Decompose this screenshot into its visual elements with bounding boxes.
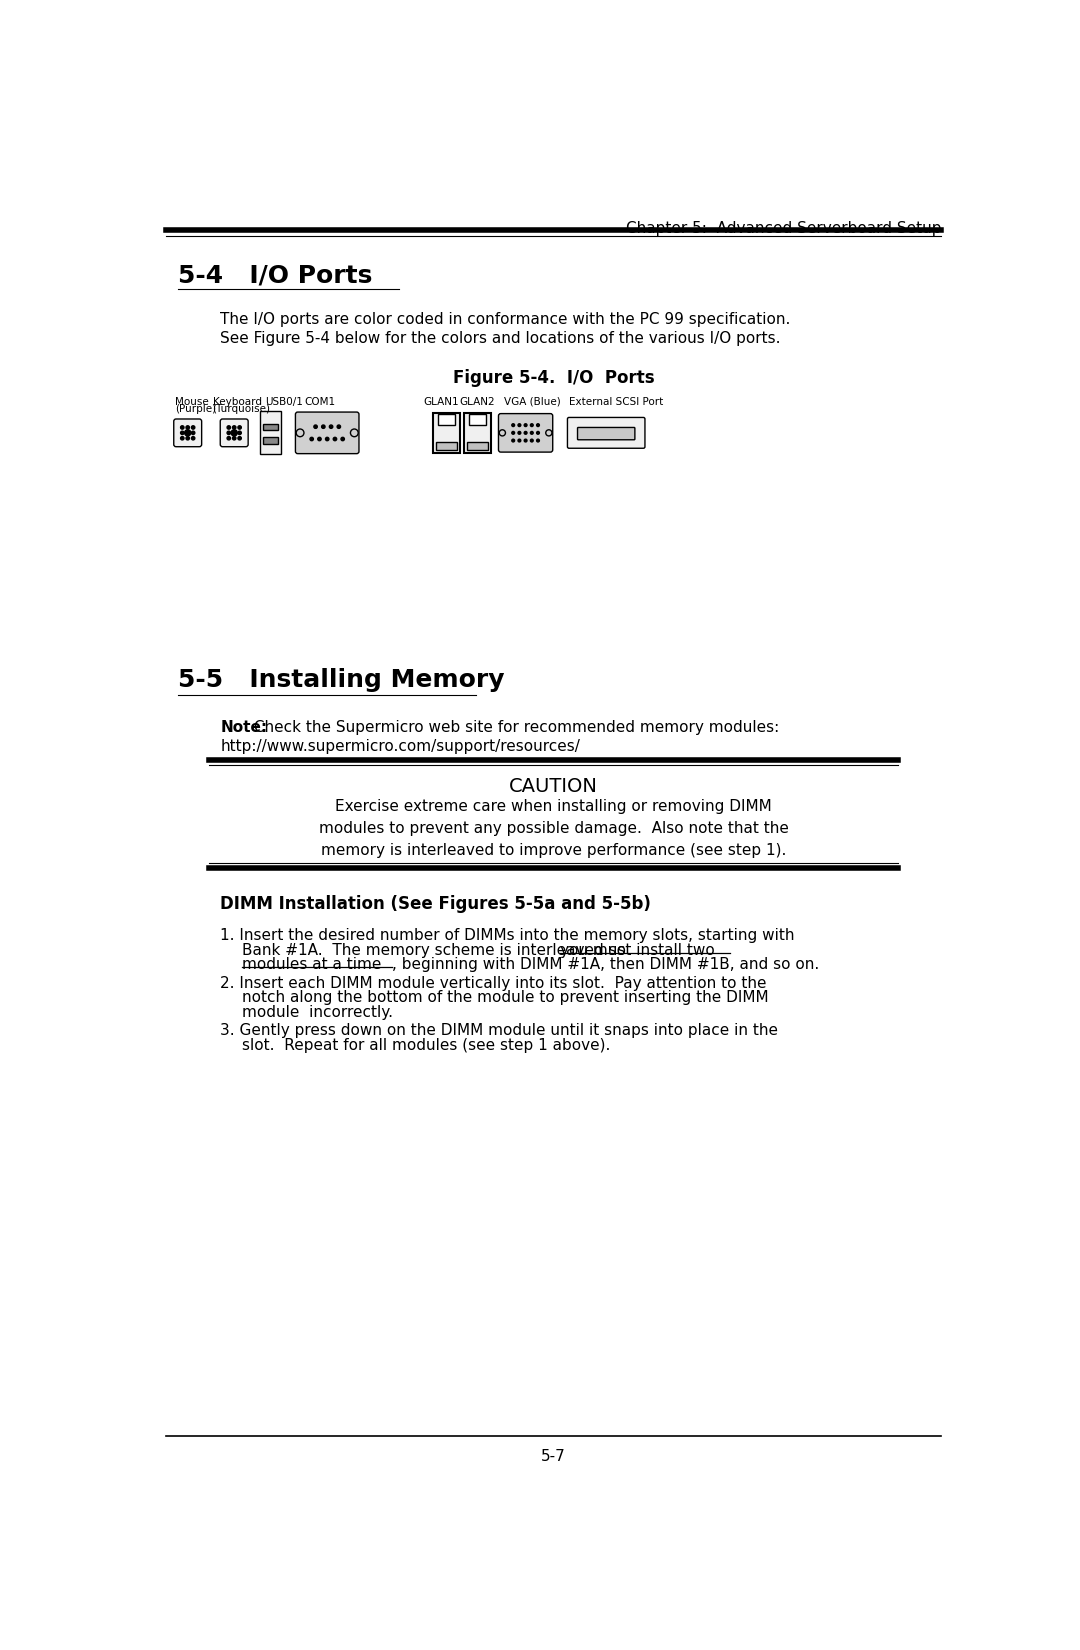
Text: Note:: Note:: [220, 719, 268, 734]
Text: , beginning with DIMM #1A, then DIMM #1B, and so on.: , beginning with DIMM #1A, then DIMM #1B…: [392, 957, 820, 972]
Text: 5-4   I/O Ports: 5-4 I/O Ports: [177, 264, 372, 287]
Text: Chapter 5:  Advanced Serverboard Setup: Chapter 5: Advanced Serverboard Setup: [625, 221, 941, 236]
Text: GLAN2: GLAN2: [459, 396, 495, 406]
Text: USB0/1: USB0/1: [266, 396, 303, 406]
Circle shape: [537, 439, 539, 442]
Text: GLAN1: GLAN1: [423, 396, 459, 406]
Circle shape: [337, 426, 340, 429]
Text: Keyboard: Keyboard: [213, 396, 261, 406]
Circle shape: [191, 437, 194, 441]
Circle shape: [238, 431, 241, 434]
Circle shape: [530, 431, 534, 434]
Text: VGA (Blue): VGA (Blue): [504, 396, 561, 406]
Text: (Turquoise): (Turquoise): [213, 404, 270, 414]
Text: module  incorrectly.: module incorrectly.: [242, 1005, 393, 1020]
Bar: [262, 437, 279, 444]
Circle shape: [512, 439, 514, 442]
Text: 2. Insert each DIMM module vertically into its slot.  Pay attention to the: 2. Insert each DIMM module vertically in…: [220, 975, 767, 990]
Circle shape: [296, 429, 303, 437]
Text: modules at a time: modules at a time: [242, 957, 381, 972]
Text: The I/O ports are color coded in conformance with the PC 99 specification.: The I/O ports are color coded in conform…: [220, 312, 791, 327]
Circle shape: [499, 429, 505, 436]
Circle shape: [350, 429, 359, 437]
Bar: [433, 412, 460, 452]
Circle shape: [518, 424, 521, 427]
Circle shape: [191, 426, 194, 429]
Text: (Purple): (Purple): [175, 404, 216, 414]
Text: you must install two: you must install two: [559, 942, 715, 957]
Bar: [438, 414, 455, 426]
Circle shape: [310, 437, 313, 441]
Circle shape: [238, 426, 241, 429]
Circle shape: [545, 429, 552, 436]
Circle shape: [227, 426, 230, 429]
Circle shape: [341, 437, 345, 441]
Text: Check the Supermicro web site for recommended memory modules:: Check the Supermicro web site for recomm…: [248, 719, 779, 734]
Text: CAUTION: CAUTION: [509, 777, 598, 795]
Circle shape: [518, 439, 521, 442]
Circle shape: [186, 426, 189, 429]
Circle shape: [512, 424, 514, 427]
Circle shape: [325, 437, 329, 441]
Text: Mouse: Mouse: [175, 396, 210, 406]
Circle shape: [232, 437, 235, 441]
Bar: [436, 442, 457, 450]
Circle shape: [180, 431, 184, 434]
Bar: [468, 442, 488, 450]
Bar: [469, 414, 486, 426]
Text: COM1: COM1: [303, 396, 335, 406]
Circle shape: [524, 431, 527, 434]
Circle shape: [329, 426, 333, 429]
Text: See Figure 5-4 below for the colors and locations of the various I/O ports.: See Figure 5-4 below for the colors and …: [220, 332, 781, 346]
Circle shape: [530, 439, 534, 442]
Text: 5-7: 5-7: [541, 1449, 566, 1464]
Bar: [464, 412, 490, 452]
Circle shape: [232, 426, 235, 429]
Circle shape: [518, 431, 521, 434]
Circle shape: [186, 437, 189, 441]
Text: notch along the bottom of the module to prevent inserting the DIMM: notch along the bottom of the module to …: [242, 990, 769, 1005]
Circle shape: [314, 426, 318, 429]
Circle shape: [318, 437, 321, 441]
Text: Exercise extreme care when installing or removing DIMM
modules to prevent any po: Exercise extreme care when installing or…: [319, 799, 788, 858]
Text: External SCSI Port: External SCSI Port: [569, 396, 663, 406]
Circle shape: [512, 431, 514, 434]
FancyBboxPatch shape: [296, 412, 359, 454]
Circle shape: [191, 431, 194, 434]
Text: slot.  Repeat for all modules (see step 1 above).: slot. Repeat for all modules (see step 1…: [242, 1038, 610, 1053]
FancyBboxPatch shape: [567, 417, 645, 449]
Text: Figure 5-4.  I/O  Ports: Figure 5-4. I/O Ports: [453, 370, 654, 388]
Bar: [260, 411, 282, 454]
FancyBboxPatch shape: [174, 419, 202, 447]
Circle shape: [227, 431, 230, 434]
Circle shape: [185, 429, 191, 436]
FancyBboxPatch shape: [220, 419, 248, 447]
FancyBboxPatch shape: [499, 414, 553, 452]
Circle shape: [537, 424, 539, 427]
Circle shape: [227, 437, 230, 441]
Text: 3. Gently press down on the DIMM module until it snaps into place in the: 3. Gently press down on the DIMM module …: [220, 1023, 779, 1038]
Circle shape: [231, 429, 238, 436]
Text: 5-5   Installing Memory: 5-5 Installing Memory: [177, 668, 504, 691]
Circle shape: [524, 424, 527, 427]
Bar: [262, 424, 279, 429]
Text: 1. Insert the desired number of DIMMs into the memory slots, starting with: 1. Insert the desired number of DIMMs in…: [220, 927, 795, 942]
Circle shape: [322, 426, 325, 429]
Circle shape: [180, 426, 184, 429]
Text: http://www.supermicro.com/support/resources/: http://www.supermicro.com/support/resour…: [220, 739, 580, 754]
Circle shape: [238, 437, 241, 441]
FancyBboxPatch shape: [578, 427, 635, 441]
Circle shape: [180, 437, 184, 441]
Circle shape: [524, 439, 527, 442]
Circle shape: [537, 431, 539, 434]
Circle shape: [530, 424, 534, 427]
Circle shape: [334, 437, 337, 441]
Text: DIMM Installation (See Figures 5-5a and 5-5b): DIMM Installation (See Figures 5-5a and …: [220, 894, 651, 912]
Text: Bank #1A.  The memory scheme is interleaved so: Bank #1A. The memory scheme is interleav…: [242, 942, 631, 957]
